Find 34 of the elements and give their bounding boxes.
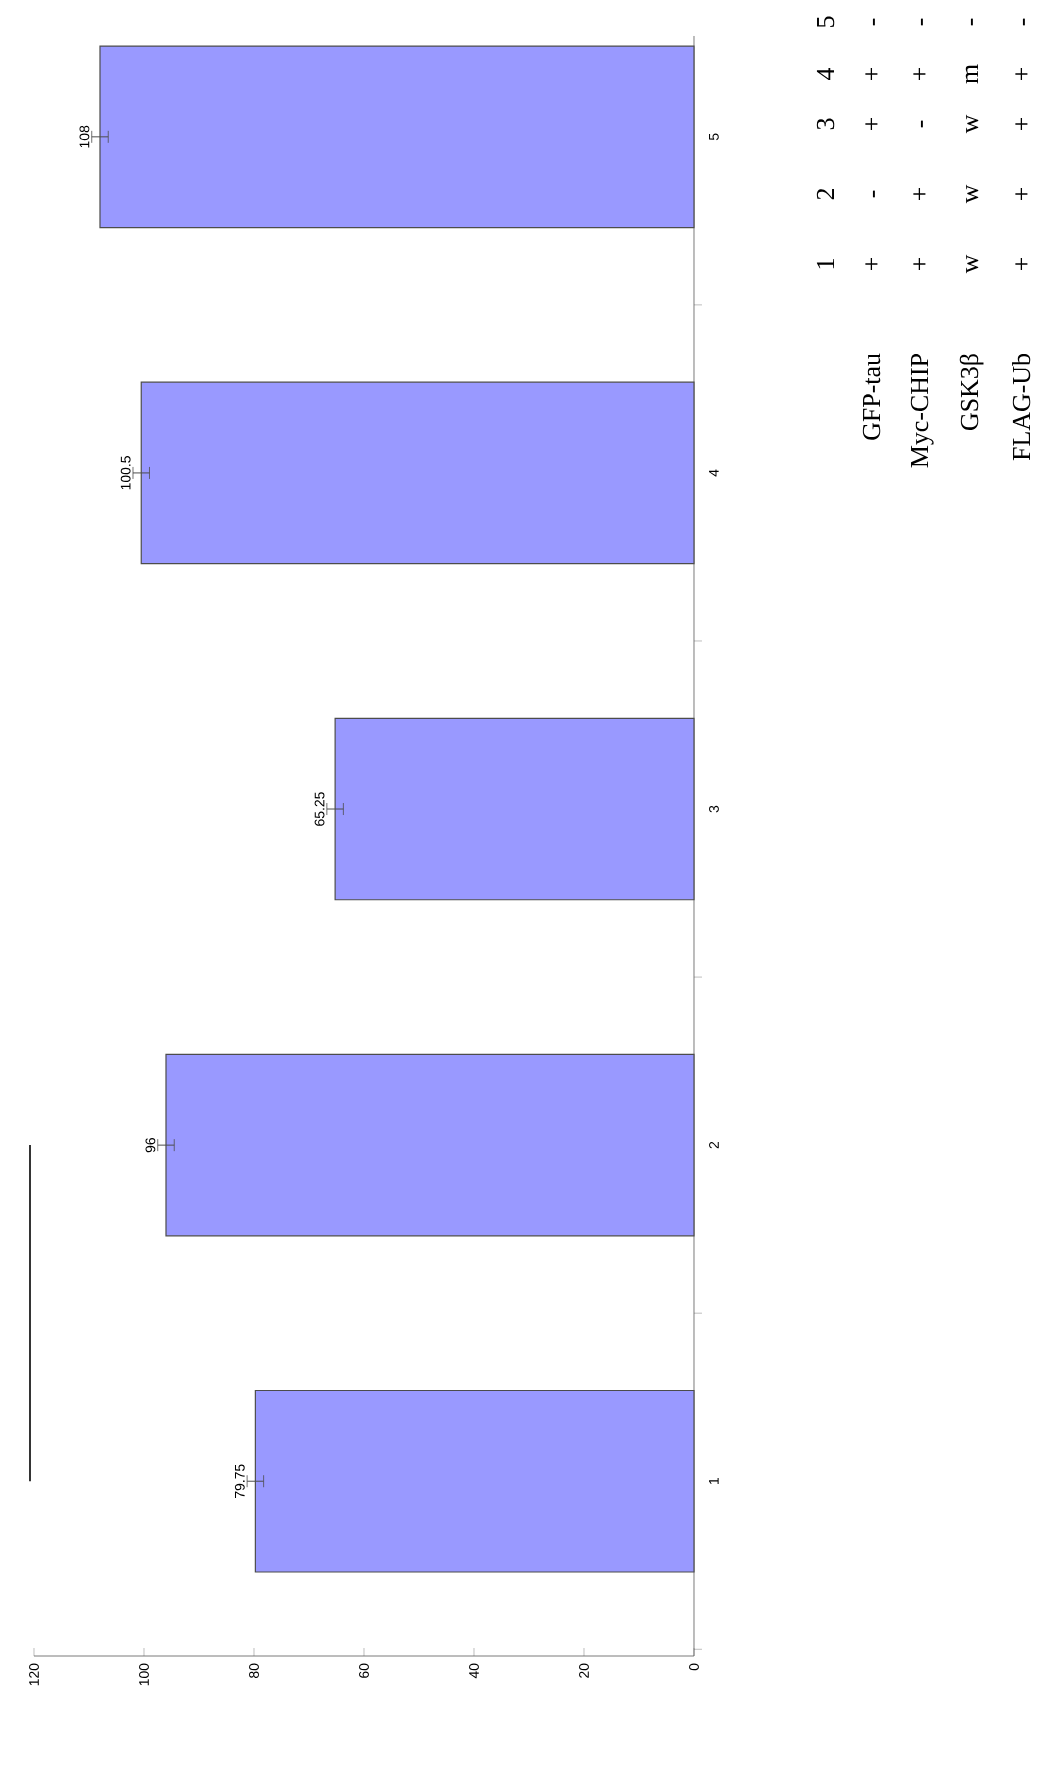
text: FLAG-Ub <box>1012 354 1031 461</box>
bar <box>165 1053 695 1237</box>
text: w <box>966 184 979 204</box>
text: + <box>913 187 926 201</box>
text: + <box>913 67 926 81</box>
text: + <box>865 67 878 81</box>
text: GFP-tau <box>862 353 881 440</box>
text: GSK3β <box>959 354 984 430</box>
text: - <box>872 190 875 198</box>
bar <box>334 717 695 901</box>
text: + <box>865 257 878 271</box>
bar <box>99 45 695 229</box>
text: + <box>1015 257 1028 271</box>
text: - <box>920 18 923 26</box>
text: 2 <box>816 188 834 200</box>
text: 1 <box>816 259 834 269</box>
text: Myc-CHIP <box>910 354 934 468</box>
text: - <box>970 18 973 26</box>
text: w <box>966 254 979 274</box>
text: 4 <box>816 67 834 80</box>
text: w <box>966 114 979 134</box>
text: 3 <box>816 118 835 130</box>
text: + <box>1015 67 1028 81</box>
text: - <box>1022 18 1025 26</box>
text: + <box>1015 187 1028 201</box>
text: m <box>965 64 978 84</box>
bar <box>254 1389 695 1573</box>
text: - <box>920 120 923 128</box>
text: + <box>865 117 878 131</box>
text: 5 <box>817 16 835 27</box>
text: + <box>913 257 926 271</box>
bar <box>140 381 695 565</box>
text: + <box>1015 117 1028 131</box>
text: - <box>872 18 875 26</box>
